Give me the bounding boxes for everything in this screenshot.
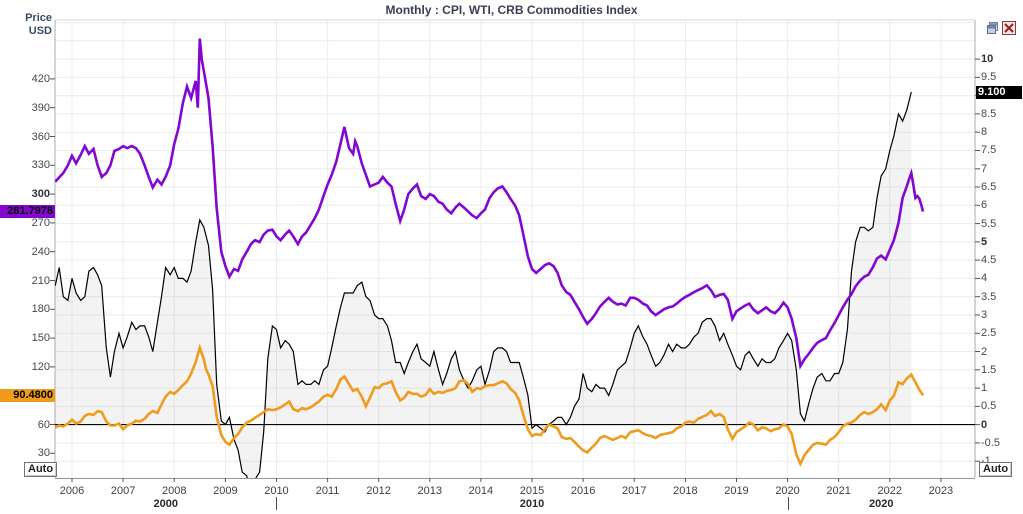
x-axis-year-label: 2021 bbox=[826, 485, 851, 497]
left-axis-tick-label: 270 bbox=[31, 216, 50, 229]
right-axis-tick-label: 2 bbox=[981, 345, 988, 358]
right-axis-tick-label: 6 bbox=[981, 199, 988, 212]
right-axis-tick-label: 4.5 bbox=[981, 254, 997, 267]
x-axis-year-label: 2022 bbox=[877, 485, 903, 497]
right-axis-tick-label: 1 bbox=[981, 382, 988, 395]
x-axis-year-label: 2015 bbox=[519, 485, 545, 497]
right-axis-tick-label: 0.5 bbox=[981, 400, 997, 413]
x-axis-year-label: 2013 bbox=[417, 485, 443, 497]
left-axis-title-line2: USD bbox=[28, 25, 52, 37]
left-axis-tick-label: 210 bbox=[31, 274, 50, 287]
x-axis-year-label: 2007 bbox=[110, 485, 136, 497]
x-axis-year-label: 2023 bbox=[928, 485, 954, 497]
close-icon[interactable] bbox=[1002, 21, 1016, 35]
right-axis-tick-label: 6.5 bbox=[981, 181, 997, 194]
left-axis-tick-label: 300 bbox=[31, 188, 50, 201]
chart-title: Monthly : CPI, WTI, CRB Commodities Inde… bbox=[385, 3, 638, 17]
right-axis-tick-label: 3 bbox=[981, 308, 988, 321]
crb-last-price-badge: 281.7978 bbox=[0, 205, 55, 218]
right-axis-tick-label: 0 bbox=[981, 418, 988, 431]
x-axis-year-label: 2011 bbox=[315, 485, 340, 497]
left-axis-tick-label: 390 bbox=[31, 101, 50, 114]
x-axis-decade-label: 2000 bbox=[153, 498, 178, 510]
x-axis-year-label: 2006 bbox=[59, 485, 85, 497]
right-axis-tick-label: 9.5 bbox=[981, 71, 997, 84]
left-axis-tick-label: 240 bbox=[31, 245, 50, 258]
series-crb-line bbox=[55, 38, 925, 370]
x-axis-year-label: 2010 bbox=[264, 485, 289, 497]
right-axis-tick-label: 3.5 bbox=[981, 290, 997, 303]
x-axis-year-label: 2019 bbox=[724, 485, 749, 497]
right-axis-tick-label: 2.5 bbox=[981, 327, 997, 340]
right-axis-tick-label: 5.5 bbox=[981, 217, 997, 230]
right-axis-tick-label: -1 bbox=[981, 455, 991, 467]
left-axis-auto-button[interactable]: Auto bbox=[24, 462, 58, 477]
x-axis-decade-label: 2020 bbox=[869, 498, 894, 510]
left-axis-tick-label: 150 bbox=[31, 332, 50, 345]
restore-window-icon[interactable] bbox=[986, 21, 1000, 35]
wti-last-price-badge: 90.4800 bbox=[0, 389, 55, 402]
right-axis-tick-label: 10 bbox=[981, 53, 994, 66]
x-axis-year-label: 2008 bbox=[161, 485, 187, 497]
left-axis-tick-label: 360 bbox=[31, 130, 50, 143]
x-axis-year-label: 2016 bbox=[570, 485, 596, 497]
left-axis-title: Price USD bbox=[0, 12, 52, 38]
x-axis-year-label: 2017 bbox=[621, 485, 647, 497]
x-axis-year-label: 2012 bbox=[366, 485, 391, 497]
x-axis-year-label: 2018 bbox=[673, 485, 698, 497]
right-axis-tick-label: -0.5 bbox=[981, 436, 1000, 449]
left-axis-tick-label: 30 bbox=[37, 447, 50, 460]
right-axis-tick-label: 7 bbox=[981, 162, 988, 175]
left-axis-tick-label: 120 bbox=[31, 360, 50, 373]
right-axis-tick-label: 8.5 bbox=[981, 107, 997, 120]
right-axis-tick-label: 1.5 bbox=[981, 363, 997, 376]
left-axis-tick-label: 60 bbox=[37, 418, 50, 431]
decade-separator bbox=[788, 497, 789, 510]
right-axis-tick-label: 4 bbox=[981, 272, 988, 285]
right-axis-tick-label: 5 bbox=[981, 235, 988, 248]
x-axis-year-label: 2009 bbox=[213, 485, 238, 497]
x-axis-decade-label: 2010 bbox=[519, 498, 545, 510]
series-cpi-line bbox=[55, 91, 912, 478]
right-axis-tick-label: 7.5 bbox=[981, 144, 997, 157]
left-axis-title-line1: Price bbox=[25, 12, 52, 24]
right-axis-tick-label: 8 bbox=[981, 126, 988, 139]
x-axis-year-label: 2020 bbox=[775, 485, 800, 497]
left-axis-tick-label: 330 bbox=[31, 159, 50, 172]
cpi-last-price-badge: 9.100 bbox=[976, 86, 1022, 99]
left-axis-tick-label: 180 bbox=[31, 303, 50, 316]
left-axis-tick-label: 420 bbox=[31, 72, 50, 85]
decade-separator bbox=[276, 497, 277, 510]
x-axis-year-label: 2014 bbox=[468, 485, 494, 497]
right-axis-auto-button[interactable]: Auto bbox=[979, 462, 1013, 477]
series-wti-line bbox=[55, 343, 925, 468]
series-cpi-area bbox=[55, 92, 912, 478]
